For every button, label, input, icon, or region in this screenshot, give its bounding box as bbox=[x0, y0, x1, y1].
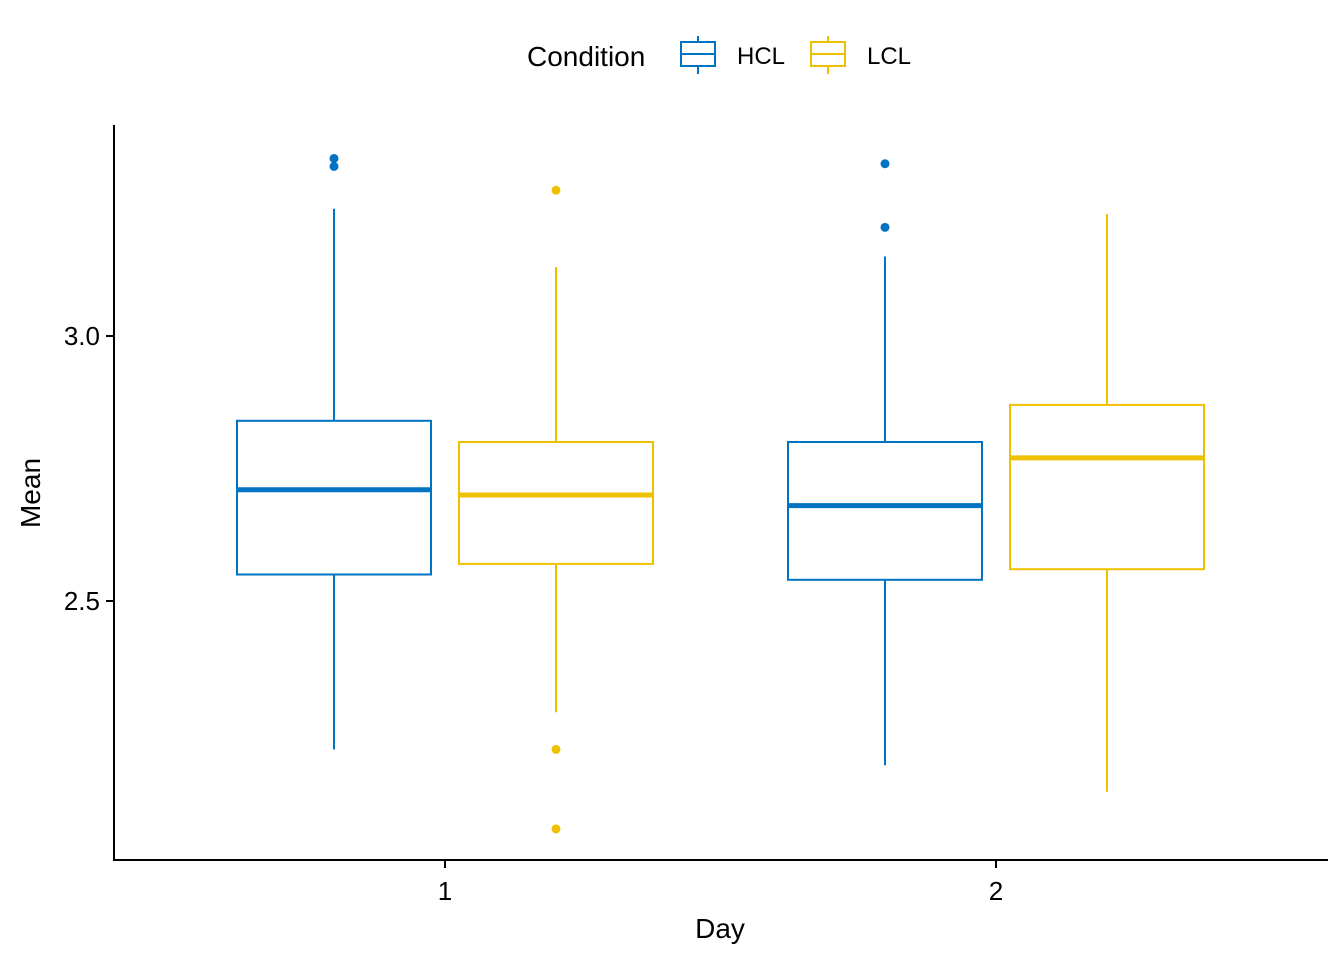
x-axis-title: Day bbox=[695, 913, 745, 944]
outlier-point bbox=[880, 159, 890, 169]
y-tick-label: 3.0 bbox=[64, 321, 100, 351]
box-lcl-day-1 bbox=[458, 185, 654, 834]
outlier-point bbox=[880, 222, 890, 232]
outlier-point bbox=[329, 153, 339, 163]
legend-key-hcl bbox=[680, 36, 716, 74]
x-tick-label: 2 bbox=[989, 876, 1003, 906]
outlier-point bbox=[551, 185, 561, 195]
legend-title: Condition bbox=[527, 41, 645, 72]
iqr-box bbox=[458, 441, 654, 565]
iqr-box bbox=[787, 441, 983, 581]
box-hcl-day-2 bbox=[787, 159, 983, 766]
legend-label-lcl: LCL bbox=[867, 43, 911, 70]
x-tick-label: 1 bbox=[438, 876, 452, 906]
outlier-point bbox=[551, 824, 561, 834]
legend-key-lcl bbox=[810, 36, 846, 74]
y-axis-title: Mean bbox=[15, 458, 46, 528]
y-ticks: 2.5 3.0 bbox=[64, 321, 114, 616]
outlier-point bbox=[329, 161, 339, 171]
box-hcl-day-1 bbox=[236, 153, 432, 750]
legend-label-hcl: HCL bbox=[737, 43, 785, 70]
iqr-box bbox=[1009, 403, 1205, 571]
legend: Condition HCL LCL bbox=[527, 36, 911, 74]
outlier-point bbox=[551, 744, 561, 754]
y-tick-label: 2.5 bbox=[64, 586, 100, 616]
iqr-box bbox=[236, 419, 432, 576]
box-lcl-day-2 bbox=[1009, 214, 1205, 792]
boxes bbox=[236, 153, 1205, 834]
